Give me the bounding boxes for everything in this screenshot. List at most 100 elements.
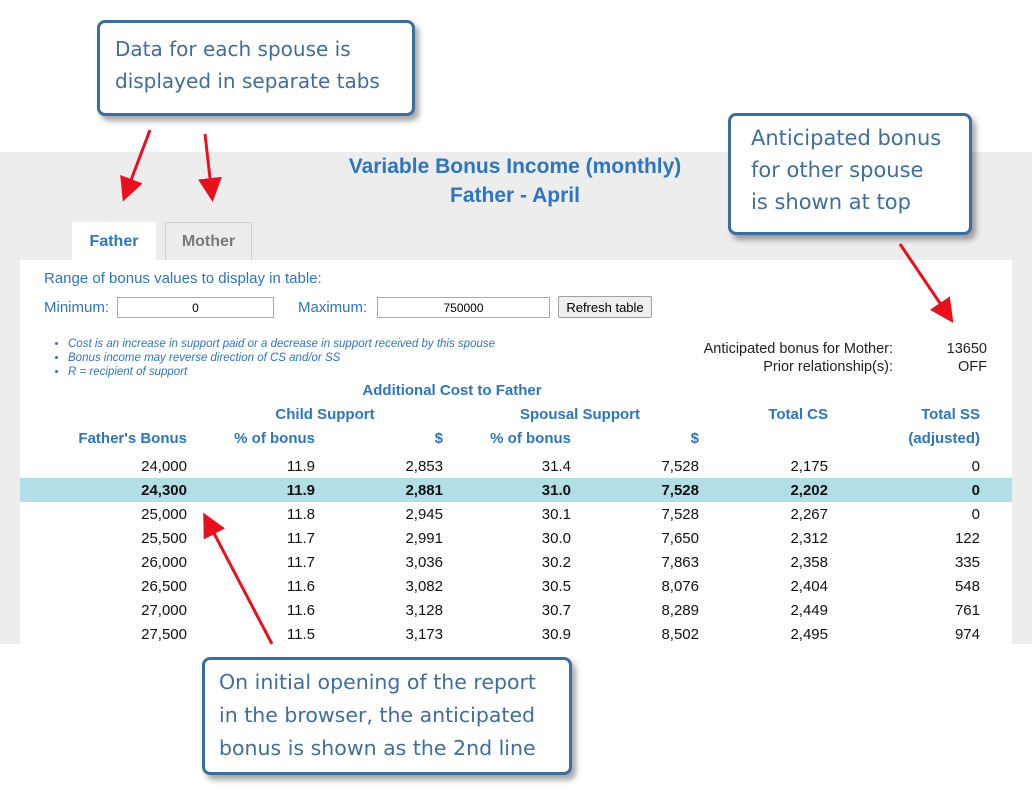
report-title: Variable Bonus Income (monthly) Father -… (300, 152, 730, 210)
cell-cs-amount: 2,853 (405, 458, 443, 475)
cell-cs-percent: 11.8 (286, 506, 315, 523)
bonus-table-body: 24,000 11.9 2,853 31.4 7,528 2,175 0 24,… (20, 454, 1012, 646)
cell-cs-percent: 11.9 (286, 458, 315, 475)
spousal-support-header: Spousal Support (520, 406, 640, 423)
table-row: 27,000 11.6 3,128 30.7 8,289 2,449 761 (20, 598, 1012, 622)
col-header-cs-amount: $ (434, 430, 443, 447)
cell-total-cs: 2,404 (790, 578, 828, 595)
table-row: 25,000 11.8 2,945 30.1 7,528 2,267 0 (20, 502, 1012, 526)
cell-total-ss: 0 (971, 482, 980, 499)
cell-bonus: 25,500 (141, 530, 187, 547)
maximum-label: Maximum: (298, 299, 368, 316)
callout-line: bonus is shown as the 2nd line (219, 736, 536, 760)
cell-total-cs: 2,267 (790, 506, 828, 523)
child-support-header: Child Support (275, 406, 375, 423)
col-header-ss-percent: % of bonus (490, 430, 571, 447)
table-row: 26,000 11.7 3,036 30.2 7,863 2,358 335 (20, 550, 1012, 574)
cell-total-ss: 761 (954, 602, 980, 619)
cell-cs-amount: 3,036 (405, 554, 443, 571)
anticipated-bonus-value: 13650 (946, 341, 987, 357)
cell-total-ss: 0 (971, 458, 980, 475)
cell-cs-percent: 11.7 (286, 530, 315, 547)
cell-total-ss: 974 (954, 626, 980, 643)
cell-ss-percent: 31.0 (541, 482, 571, 499)
cell-ss-percent: 30.9 (541, 626, 571, 643)
callout-line: On initial opening of the report (219, 670, 536, 694)
callout-line: displayed in separate tabs (115, 69, 380, 93)
cell-cs-percent: 11.5 (286, 626, 315, 643)
cell-total-cs: 2,495 (790, 626, 828, 643)
cell-ss-amount: 7,528 (661, 482, 699, 499)
total-ss-header: Total SS (921, 406, 980, 423)
cell-total-cs: 2,312 (790, 530, 828, 547)
cell-ss-amount: 8,289 (661, 602, 699, 619)
minimum-label: Minimum: (44, 299, 110, 316)
callout-line: is shown at top (751, 190, 911, 214)
report-title-line1: Variable Bonus Income (monthly) (348, 155, 682, 178)
table-row: 26,500 11.6 3,082 30.5 8,076 2,404 548 (20, 574, 1012, 598)
cell-bonus: 25,000 (141, 506, 187, 523)
cell-cs-percent: 11.6 (286, 578, 315, 595)
cell-total-cs: 2,175 (790, 458, 828, 475)
report-content-panel (20, 260, 1012, 644)
maximum-input[interactable] (377, 297, 550, 318)
callout-tabs-note: Data for each spouse is displayed in sep… (97, 20, 415, 116)
cell-ss-percent: 31.4 (541, 458, 571, 475)
cell-ss-percent: 30.0 (541, 530, 571, 547)
cell-total-ss: 548 (954, 578, 980, 595)
cell-ss-amount: 7,528 (661, 458, 699, 475)
cell-cs-amount: 3,128 (405, 602, 443, 619)
cell-cs-amount: 3,173 (405, 626, 443, 643)
cell-cs-percent: 11.6 (286, 602, 315, 619)
cell-total-ss: 335 (954, 554, 980, 571)
callout-initial-opening-note: On initial opening of the report in the … (202, 657, 572, 775)
table-row: 27,500 11.5 3,173 30.9 8,502 2,495 974 (20, 622, 1012, 646)
callout-line: in the browser, the anticipated (219, 703, 536, 727)
cell-cs-amount: 2,945 (405, 506, 443, 523)
cell-bonus: 26,000 (141, 554, 187, 571)
cell-cs-amount: 2,881 (405, 482, 443, 499)
cell-ss-percent: 30.1 (541, 506, 571, 523)
cell-ss-percent: 30.2 (541, 554, 571, 571)
tab-mother[interactable]: Mother (165, 222, 252, 260)
cell-total-cs: 2,358 (790, 554, 828, 571)
cell-ss-amount: 8,502 (661, 626, 699, 643)
cell-total-ss: 122 (954, 530, 980, 547)
cell-ss-percent: 30.7 (541, 602, 571, 619)
col-header-ss-adjusted: (adjusted) (908, 430, 980, 447)
cell-total-ss: 0 (971, 506, 980, 523)
cell-cs-percent: 11.7 (286, 554, 315, 571)
table-row-highlighted: 24,300 11.9 2,881 31.0 7,528 2,202 0 (20, 478, 1012, 502)
prior-relationship-value: OFF (958, 359, 987, 375)
cell-total-cs: 2,449 (790, 602, 828, 619)
table-row: 25,500 11.7 2,991 30.0 7,650 2,312 122 (20, 526, 1012, 550)
note-item: R = recipient of support (68, 365, 495, 379)
cell-ss-amount: 7,863 (661, 554, 699, 571)
cell-ss-amount: 7,528 (661, 506, 699, 523)
callout-line: Anticipated bonus (751, 126, 942, 150)
col-header-fathers-bonus: Father's Bonus (78, 430, 187, 447)
refresh-table-button[interactable]: Refresh table (558, 296, 652, 318)
cell-cs-amount: 3,082 (405, 578, 443, 595)
callout-line: Data for each spouse is (115, 37, 351, 61)
minimum-input[interactable] (117, 297, 274, 318)
notes-list: Cost is an increase in support paid or a… (52, 337, 495, 379)
callout-line: for other spouse (751, 158, 924, 182)
cell-cs-percent: 11.9 (286, 482, 315, 499)
total-cs-header: Total CS (768, 406, 828, 423)
cell-bonus: 26,500 (141, 578, 187, 595)
note-item: Cost is an increase in support paid or a… (68, 337, 495, 351)
tab-father[interactable]: Father (72, 222, 156, 260)
table-group-title: Additional Cost to Father (362, 382, 542, 399)
col-header-ss-amount: $ (690, 430, 699, 447)
cell-bonus: 27,500 (141, 626, 187, 643)
col-header-cs-percent: % of bonus (234, 430, 315, 447)
note-item: Bonus income may reverse direction of CS… (68, 351, 495, 365)
cell-cs-amount: 2,991 (405, 530, 443, 547)
prior-relationship-label: Prior relationship(s): (763, 359, 893, 375)
cell-ss-amount: 8,076 (661, 578, 699, 595)
cell-bonus: 24,000 (141, 458, 187, 475)
anticipated-bonus-label: Anticipated bonus for Mother: (703, 341, 893, 357)
range-label: Range of bonus values to display in tabl… (44, 270, 322, 287)
cell-ss-percent: 30.5 (541, 578, 571, 595)
